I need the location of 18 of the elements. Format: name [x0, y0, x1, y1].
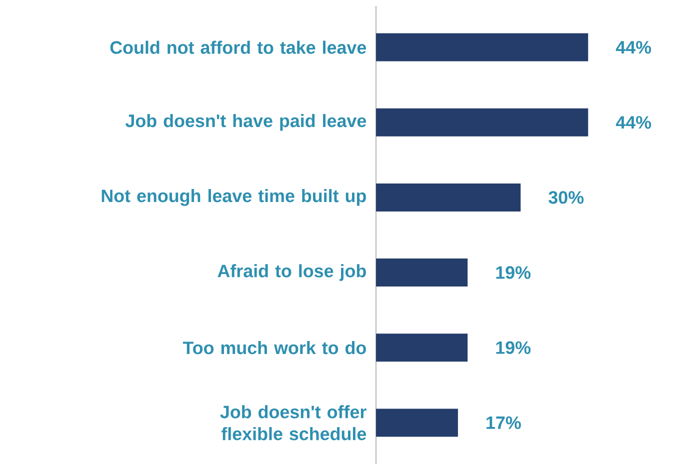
- bar: [376, 334, 468, 362]
- bar: [376, 408, 458, 437]
- y-tick-label: Job doesn't have paid leave: [125, 114, 366, 131]
- data-label: 19%: [496, 341, 531, 354]
- bar: [376, 183, 521, 212]
- data-label: 44%: [616, 116, 652, 129]
- y-tick-label: Could not afford to take leave: [110, 40, 366, 54]
- y-tick-label: Job doesn't offer flexible schedule: [220, 405, 366, 440]
- data-label: 19%: [496, 266, 531, 279]
- bar: [376, 108, 588, 136]
- data-label: 17%: [486, 416, 521, 430]
- data-label: 30%: [548, 191, 584, 204]
- bar: [376, 33, 588, 62]
- y-tick-label: Afraid to lose job: [218, 264, 366, 281]
- y-tick-label: Not enough leave time built up: [102, 189, 366, 206]
- data-label: 44%: [616, 40, 652, 54]
- y-tick-label: Too much work to do: [182, 341, 366, 354]
- bar: [376, 258, 468, 287]
